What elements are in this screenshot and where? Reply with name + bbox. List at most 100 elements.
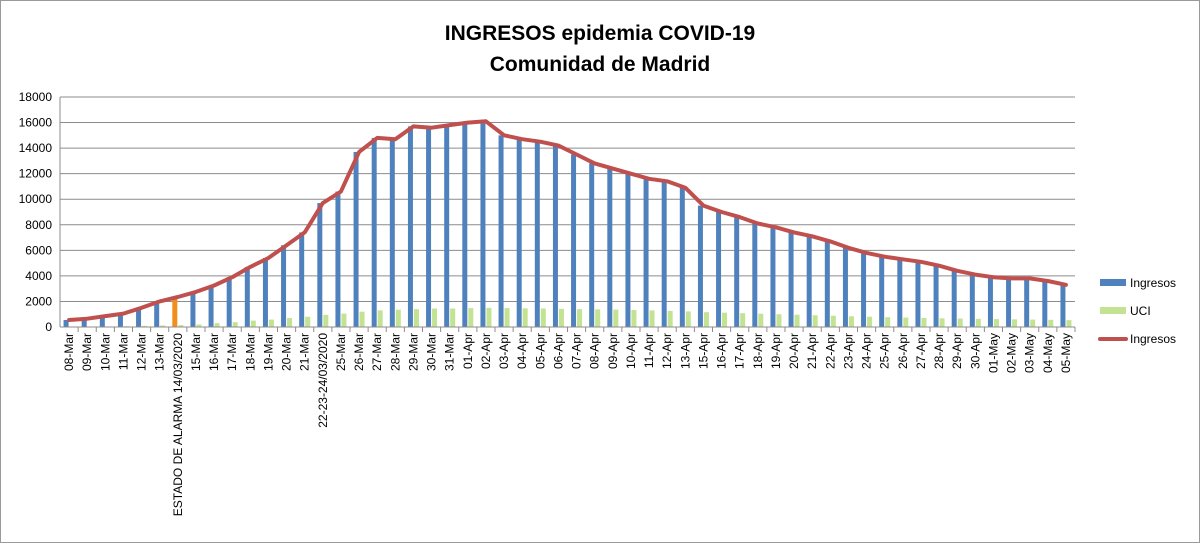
- y-tick-label: 14000: [19, 141, 53, 155]
- x-tick-label: 11-Mar: [116, 333, 130, 370]
- ingresos-bar: [697, 205, 703, 327]
- uci-bar: [649, 310, 655, 327]
- x-tick-label: 18-Apr: [751, 333, 765, 369]
- ingresos-bar: [63, 319, 69, 327]
- legend: Ingresos UCI Ingresos: [1098, 276, 1176, 346]
- ingresos-bar: [571, 154, 577, 327]
- uci-bar: [468, 308, 474, 327]
- y-tick-label: 2000: [25, 294, 52, 308]
- x-tick-label: 15-Apr: [696, 333, 710, 369]
- x-tick-label: 31-Mar: [443, 333, 457, 371]
- x-tick-label: 02-May: [1005, 333, 1019, 373]
- x-tick-label: 19-Apr: [769, 333, 783, 369]
- ingresos-bar: [281, 245, 287, 327]
- x-tick-label: 02-Apr: [479, 333, 493, 369]
- ingresos-bar: [534, 141, 540, 327]
- y-tick-label: 16000: [19, 116, 53, 130]
- x-tick-label: 26-Mar: [352, 333, 366, 371]
- uci-bar: [486, 307, 492, 327]
- ingresos-bar: [335, 191, 341, 327]
- x-tick-label: 20-Mar: [280, 333, 294, 371]
- legend-swatch: [1100, 307, 1126, 314]
- uci-bar: [341, 313, 347, 327]
- uci-bar: [1030, 319, 1036, 327]
- ingresos-bar: [426, 127, 432, 328]
- ingresos-bar: [462, 122, 468, 327]
- ingresos-bar: [1060, 284, 1066, 327]
- ingresos-bar: [444, 125, 450, 327]
- ingresos-bar: [226, 277, 232, 327]
- uci-bar: [903, 317, 909, 327]
- uci-bar: [577, 309, 583, 327]
- ingresos-bar: [842, 247, 848, 327]
- y-tick-label: 12000: [19, 167, 53, 181]
- ingresos-bar: [317, 203, 323, 327]
- chart-title: INGRESOS epidemia COVID-19: [445, 22, 755, 45]
- uci-bar: [758, 313, 764, 327]
- x-tick-label: 03-Apr: [497, 333, 511, 369]
- lines: [67, 119, 1068, 322]
- x-tick-label: 26-Apr: [896, 333, 910, 369]
- x-tick-label: ESTADO DE ALARMA 14/03/2020: [171, 333, 185, 517]
- uci-bar: [685, 311, 691, 327]
- x-tick-label: 17-Mar: [225, 333, 239, 371]
- ingresos-bar: [407, 126, 413, 327]
- x-tick-label: 08-Mar: [62, 333, 76, 371]
- legend-label: Ingresos: [1130, 276, 1176, 290]
- uci-bar: [867, 316, 873, 327]
- x-tick-label: 25-Apr: [878, 333, 892, 369]
- ingresos-bar: [607, 168, 613, 327]
- uci-bar: [395, 309, 401, 327]
- uci-bar: [232, 322, 238, 327]
- x-tick-label: 03-May: [1023, 333, 1037, 373]
- uci-bar: [413, 309, 419, 327]
- x-tick-label: 15-Mar: [189, 333, 203, 371]
- uci-bar: [595, 309, 601, 327]
- ingresos-bar: [81, 318, 87, 327]
- uci-bar: [287, 318, 293, 327]
- x-tick-label: 23-Apr: [841, 333, 855, 369]
- legend-swatch: [1100, 279, 1126, 286]
- uci-bar: [504, 308, 510, 327]
- y-tick-label: 8000: [25, 218, 52, 232]
- x-tick-label: 16-Mar: [207, 333, 221, 371]
- uci-bar: [178, 325, 184, 327]
- uci-bar: [885, 317, 891, 327]
- uci-bar: [268, 319, 274, 327]
- uci-bar: [196, 324, 202, 327]
- ingresos-bar: [244, 266, 250, 327]
- y-tick-label: 4000: [25, 269, 52, 283]
- uci-bar: [794, 314, 800, 327]
- ingresos-bar: [172, 296, 178, 327]
- x-tick-label: 09-Mar: [80, 333, 94, 371]
- ingresos-bar: [987, 277, 993, 327]
- ingresos-bar: [154, 301, 160, 327]
- ingresos-bar: [643, 178, 649, 327]
- ingresos-bar: [625, 173, 631, 327]
- uci-bar: [957, 318, 963, 327]
- uci-bar: [160, 325, 166, 327]
- ingresos-bar: [353, 151, 359, 327]
- x-tick-label: 27-Apr: [914, 333, 928, 369]
- x-tick-label: 29-Apr: [950, 333, 964, 369]
- ingresos-bar: [371, 137, 377, 327]
- x-tick-label: 10-Apr: [624, 333, 638, 369]
- uci-bar: [848, 316, 854, 327]
- ingresos-bar: [824, 241, 830, 327]
- x-tick-label: 01-Apr: [461, 333, 475, 369]
- ingresos-bar: [897, 259, 903, 327]
- x-tick-label: 24-Apr: [860, 333, 874, 369]
- ingresos-bar: [679, 187, 685, 327]
- x-tick-label: 11-Apr: [642, 333, 656, 368]
- x-tick-label: 17-Apr: [733, 333, 747, 369]
- x-tick-label: 09-Apr: [606, 333, 620, 369]
- uci-bar: [377, 310, 383, 327]
- uci-bar: [631, 310, 637, 327]
- ingresos-bar: [262, 258, 268, 327]
- uci-bar: [142, 325, 148, 327]
- y-tick-label: 0: [45, 320, 52, 334]
- uci-bar: [613, 309, 619, 327]
- uci-bar: [305, 316, 311, 327]
